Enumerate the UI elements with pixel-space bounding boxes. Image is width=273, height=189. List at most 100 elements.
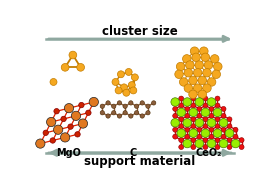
Circle shape — [201, 53, 210, 62]
Circle shape — [79, 102, 84, 108]
Text: support material: support material — [84, 155, 195, 168]
Circle shape — [50, 138, 55, 143]
Circle shape — [134, 111, 139, 115]
Circle shape — [210, 55, 219, 63]
Circle shape — [68, 124, 73, 129]
Circle shape — [209, 134, 214, 139]
Circle shape — [212, 70, 221, 78]
Circle shape — [106, 114, 110, 118]
Circle shape — [185, 134, 190, 139]
Circle shape — [50, 78, 57, 85]
Circle shape — [134, 104, 139, 108]
Circle shape — [221, 134, 226, 139]
Circle shape — [185, 113, 190, 118]
Circle shape — [100, 104, 105, 108]
Circle shape — [213, 108, 222, 117]
Circle shape — [129, 101, 133, 105]
Circle shape — [177, 108, 185, 117]
Circle shape — [179, 138, 184, 143]
Circle shape — [121, 84, 127, 91]
Circle shape — [173, 113, 178, 118]
Text: CeO₂: CeO₂ — [195, 148, 222, 158]
Circle shape — [54, 125, 63, 134]
Circle shape — [193, 84, 202, 92]
Circle shape — [215, 138, 220, 143]
Circle shape — [123, 104, 127, 108]
Circle shape — [197, 127, 202, 132]
Circle shape — [100, 111, 105, 115]
Circle shape — [173, 134, 178, 139]
Circle shape — [200, 47, 208, 55]
Circle shape — [89, 97, 99, 107]
Circle shape — [215, 103, 220, 108]
Circle shape — [125, 68, 132, 75]
Circle shape — [219, 139, 228, 148]
Circle shape — [213, 62, 222, 71]
Circle shape — [69, 51, 77, 59]
Circle shape — [203, 96, 208, 101]
Circle shape — [227, 117, 232, 122]
Circle shape — [183, 55, 191, 63]
Circle shape — [184, 68, 193, 77]
Circle shape — [75, 132, 80, 137]
Circle shape — [227, 138, 232, 143]
Circle shape — [198, 76, 207, 85]
Circle shape — [71, 111, 81, 120]
Circle shape — [117, 71, 124, 78]
Circle shape — [233, 127, 238, 132]
Circle shape — [189, 90, 197, 98]
Circle shape — [112, 78, 119, 85]
Circle shape — [173, 106, 178, 111]
Circle shape — [209, 106, 214, 111]
Circle shape — [203, 124, 208, 129]
Circle shape — [227, 145, 232, 149]
Circle shape — [190, 47, 199, 55]
Circle shape — [112, 104, 116, 108]
Circle shape — [195, 98, 204, 106]
Circle shape — [215, 96, 220, 101]
Circle shape — [128, 82, 135, 88]
Circle shape — [123, 89, 130, 96]
Circle shape — [195, 61, 203, 69]
Circle shape — [146, 111, 150, 115]
Circle shape — [131, 74, 138, 81]
Circle shape — [221, 127, 226, 132]
Circle shape — [191, 124, 196, 129]
Circle shape — [203, 84, 211, 92]
Circle shape — [192, 53, 200, 62]
Circle shape — [215, 145, 220, 149]
Circle shape — [198, 90, 207, 98]
Circle shape — [179, 96, 184, 101]
Circle shape — [191, 103, 196, 108]
Circle shape — [203, 117, 208, 122]
Circle shape — [171, 98, 179, 106]
Circle shape — [183, 98, 192, 106]
Circle shape — [221, 106, 226, 111]
Circle shape — [140, 101, 144, 105]
Circle shape — [179, 124, 184, 129]
Circle shape — [186, 61, 194, 69]
Circle shape — [203, 138, 208, 143]
Circle shape — [78, 119, 88, 128]
Circle shape — [184, 84, 193, 92]
Circle shape — [203, 68, 211, 77]
Circle shape — [115, 87, 122, 94]
Circle shape — [117, 114, 122, 118]
Circle shape — [177, 129, 185, 137]
Circle shape — [54, 108, 59, 114]
Circle shape — [197, 106, 202, 111]
Circle shape — [231, 139, 240, 148]
Circle shape — [191, 117, 196, 122]
Circle shape — [77, 64, 85, 71]
Circle shape — [215, 117, 220, 122]
Circle shape — [189, 108, 198, 117]
Circle shape — [233, 134, 238, 139]
Circle shape — [112, 111, 116, 115]
Circle shape — [227, 124, 232, 129]
Circle shape — [179, 145, 184, 149]
Text: cluster size: cluster size — [102, 25, 177, 38]
Circle shape — [204, 61, 213, 69]
Circle shape — [36, 139, 45, 148]
Circle shape — [64, 104, 74, 113]
Circle shape — [106, 101, 110, 105]
